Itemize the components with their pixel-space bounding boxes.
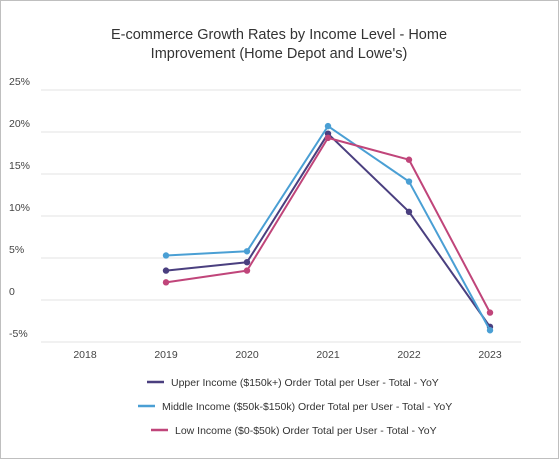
series-line bbox=[165, 136, 491, 314]
data-point bbox=[243, 248, 251, 255]
y-tick-label: 0 bbox=[9, 286, 15, 298]
legend: Upper Income ($150k+) Order Total per Us… bbox=[138, 377, 452, 437]
y-tick-label: 20% bbox=[9, 118, 30, 130]
data-point bbox=[243, 267, 251, 274]
chart-title: E-commerce Growth Rates by Income Level … bbox=[111, 27, 447, 62]
y-tick-label: 5% bbox=[9, 244, 24, 256]
y-tick-label: 15% bbox=[9, 160, 30, 172]
legend-label: Upper Income ($150k+) Order Total per Us… bbox=[171, 377, 439, 389]
legend-item: Low Income ($0-$50k) Order Total per Use… bbox=[151, 425, 437, 437]
y-axis: -5% 0 5% 10% 15% 20% 25% bbox=[9, 76, 30, 340]
legend-label: Low Income ($0-$50k) Order Total per Use… bbox=[175, 425, 437, 437]
y-tick-label: -5% bbox=[9, 328, 28, 340]
data-point bbox=[324, 122, 332, 130]
x-tick-label: 2020 bbox=[235, 349, 259, 361]
data-point bbox=[405, 178, 413, 185]
y-tick-label: 10% bbox=[9, 202, 30, 214]
x-tick-label: 2019 bbox=[154, 349, 178, 361]
x-tick-label: 2023 bbox=[478, 349, 502, 361]
grid-lines bbox=[41, 89, 521, 343]
chart-title-line-1: E-commerce Growth Rates by Income Level … bbox=[111, 27, 447, 43]
data-point bbox=[162, 252, 170, 259]
data-point bbox=[486, 327, 494, 334]
y-tick-label: 25% bbox=[9, 76, 30, 88]
data-point bbox=[405, 208, 413, 215]
series-group bbox=[162, 122, 494, 334]
x-axis: 2018 2019 2020 2021 2022 2023 bbox=[73, 349, 502, 361]
series-3 bbox=[162, 134, 494, 316]
legend-label: Middle Income ($50k-$150k) Order Total p… bbox=[162, 401, 452, 413]
series-2 bbox=[162, 122, 494, 334]
data-point bbox=[324, 134, 332, 142]
x-tick-label: 2021 bbox=[316, 349, 340, 361]
legend-item: Upper Income ($150k+) Order Total per Us… bbox=[147, 377, 439, 389]
x-tick-label: 2018 bbox=[73, 349, 97, 361]
data-point bbox=[162, 267, 170, 274]
data-point bbox=[243, 259, 251, 266]
series-line bbox=[165, 132, 491, 328]
data-point bbox=[486, 309, 494, 316]
data-point bbox=[162, 279, 170, 286]
x-tick-label: 2022 bbox=[397, 349, 421, 361]
legend-item: Middle Income ($50k-$150k) Order Total p… bbox=[138, 401, 452, 413]
data-point bbox=[405, 156, 413, 163]
chart-title-line-2: Improvement (Home Depot and Lowe's) bbox=[151, 46, 408, 62]
